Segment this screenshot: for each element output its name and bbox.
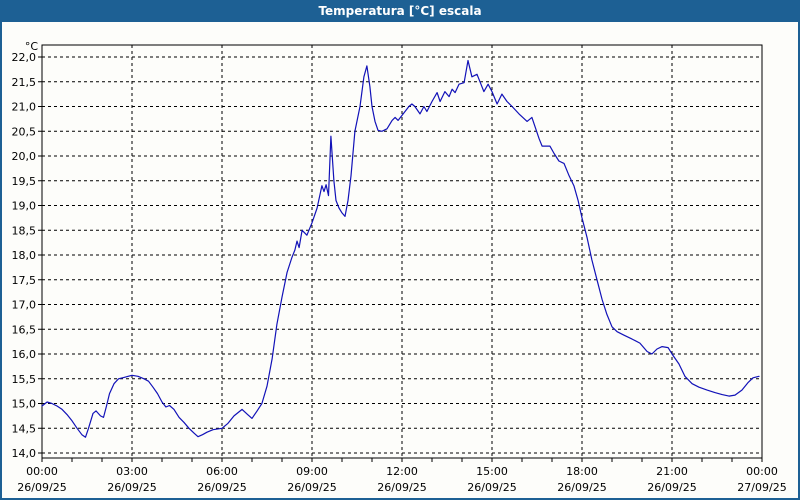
svg-text:15,5: 15,5 [12,373,37,386]
celsius-unit-label: °C [25,40,39,53]
x-gridlines [131,45,673,458]
svg-text:22,0: 22,0 [12,51,37,64]
x-tick-date: 26/09/25 [467,481,516,494]
x-tick-time: 21:00 [656,465,688,478]
temperature-series-line [41,59,760,438]
x-tick-time: 06:00 [206,465,238,478]
x-tick-time: 12:00 [386,465,418,478]
svg-text:16,0: 16,0 [12,348,37,361]
svg-text:17,5: 17,5 [12,274,37,287]
svg-text:21,0: 21,0 [12,101,37,114]
svg-text:19,0: 19,0 [12,200,37,213]
x-tick-date: 26/09/25 [107,481,156,494]
x-tick-date: 26/09/25 [197,481,246,494]
x-tick-time: 18:00 [566,465,598,478]
svg-text:21,5: 21,5 [12,76,37,89]
chart-title-bar: Temperatura [°C] escala [2,0,798,22]
chart-title: Temperatura [°C] escala [318,4,482,18]
x-tick-time: 09:00 [296,465,328,478]
x-tick-date: 26/09/25 [287,481,336,494]
x-tick-time: 03:00 [116,465,148,478]
svg-text:20,5: 20,5 [12,125,37,138]
temperature-chart: 14,0 14,5 15,0 15,5 16,0 16,5 17,0 17,5 18,0 18,5… [12,40,787,494]
svg-text:18,5: 18,5 [12,224,37,237]
x-tick-date: 26/09/25 [557,481,606,494]
x-tick-date: 27/09/25 [737,481,786,494]
y-axis-labels: 14,0 14,5 15,0 15,5 16,0 16,5 17,0 17,5 18,0 18,5… [12,40,39,460]
x-tick-date: 26/09/25 [377,481,426,494]
x-axis-labels: 00:00 26/09/25 03:00 26/09/25 06:00 26/09/25 0… [17,465,786,494]
svg-text:17,0: 17,0 [12,299,37,312]
x-tick-time: 00:00 [26,465,58,478]
svg-text:14,0: 14,0 [12,447,37,460]
svg-text:18,0: 18,0 [12,249,37,262]
x-tick-date: 26/09/25 [17,481,66,494]
svg-text:15,0: 15,0 [12,398,37,411]
x-tick-date: 26/09/25 [647,481,696,494]
svg-text:16,5: 16,5 [12,323,37,336]
svg-text:14,5: 14,5 [12,422,37,435]
svg-text:19,5: 19,5 [12,175,37,188]
x-tick-time: 15:00 [476,465,508,478]
axis-ticks [38,56,763,462]
svg-text:20,0: 20,0 [12,150,37,163]
x-tick-time: 00:00 [746,465,778,478]
